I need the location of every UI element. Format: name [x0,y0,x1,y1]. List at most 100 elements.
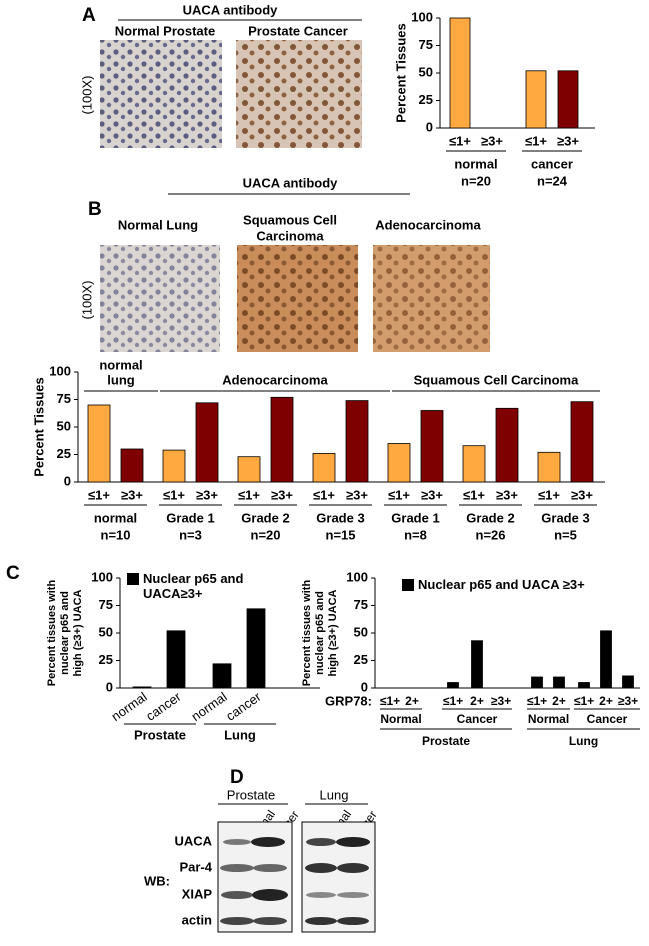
y-axis-title: Percent tissues with [301,580,313,687]
magnification: (100X) [79,75,94,114]
bar [166,630,186,689]
bar [237,456,261,483]
x-tick-label: 2+ [552,694,566,708]
magnification: (100X) [79,280,94,319]
y-tick-label: 0 [426,119,433,134]
panel-label: C [6,563,20,584]
tissue-label: Prostate [227,787,275,802]
x-tick-label: ≥3+ [481,133,503,148]
y-axis-title: high (≥3+) UACA [327,589,339,676]
y-tick-label: 75 [419,37,433,52]
group-n: n=20 [461,173,491,188]
x-tick-label: ≥3+ [196,487,218,502]
x-tick-label: normal [189,689,230,724]
bar [600,630,612,689]
x-tick-label: ≤1+ [313,487,335,502]
bar [471,640,483,689]
legend: Nuclear p65 and UACA ≥3+ [418,577,585,592]
x-tick-label: ≥3+ [121,487,143,502]
x-tick-label: normal [109,689,150,724]
image-caption: Squamous Cell [243,212,337,227]
x-tick-label: ≤1+ [449,133,471,148]
bar [162,449,186,483]
y-axis-title: nuclear p65 and [59,591,71,675]
y-tick-label: 75 [354,597,368,612]
header-label: normal [99,357,142,372]
image-caption: Normal Prostate [115,23,215,38]
y-tick-label: 0 [64,473,71,488]
image-caption: Adenocarcinoma [375,217,481,232]
x-tick-label: cancer [143,689,184,724]
bar [495,407,519,483]
y-tick-label: 0 [106,679,113,694]
group-label: Lung [224,727,256,742]
bar [449,17,471,129]
y-tick-label: 25 [419,92,433,107]
y-tick-label: 50 [99,624,113,639]
group-n: n=10 [101,527,131,542]
group-n: n=20 [251,527,281,542]
legend: Nuclear p65 and UACA≥3+ [143,571,243,601]
x-tick-label: ≤1+ [525,133,547,148]
micrograph [373,245,490,352]
antibody-label: UACA antibody [183,2,279,17]
group-label: Grade 1 [391,510,439,525]
header-label: Adenocarcinoma [222,372,328,387]
tissue-label: Lung [320,787,349,802]
group-n: n=5 [554,527,577,542]
group-n: n=3 [179,527,202,542]
bar [447,682,459,689]
x-tick-label: ≥3+ [496,487,518,502]
legend-swatch [402,579,414,591]
group-label: normal [94,510,137,525]
x-tick-label: ≤1+ [463,487,485,502]
legend-label: Nuclear p65 and UACA ≥3+ [418,577,585,592]
group-label: normal [454,156,497,171]
bar [570,401,594,483]
y-tick-label: 25 [57,446,71,461]
image-caption: Normal Lung [118,217,198,232]
protein-label: UACA [174,833,212,848]
y-tick-label: 100 [346,569,368,584]
bar [557,70,579,129]
group-label: Prostate [134,727,186,742]
blot [217,821,293,933]
micrograph [237,245,358,352]
panel-label: D [230,767,244,788]
bar [212,663,232,689]
bar [420,410,444,483]
y-tick-label: 100 [411,9,433,24]
y-tick-label: 25 [354,652,368,667]
bar [537,451,561,483]
y-axis-title: Percent Tissues [393,23,408,122]
y-tick-label: 50 [57,418,71,433]
bar [525,70,547,129]
group-n: n=26 [476,527,506,542]
x-prefix: GRP78: [325,693,372,708]
group-n: n=8 [404,527,427,542]
x-tick-label: ≤1+ [380,694,400,708]
x-tick-label: ≤1+ [88,487,110,502]
group-label: Lung [569,734,598,748]
header-label: Squamous Cell Carcinoma [414,372,579,387]
y-axis-title: high (≥3+) UACA [72,589,84,676]
y-axis-title: Percent tissues with [46,580,58,687]
x-tick-label: ≤1+ [538,487,560,502]
bar [120,448,144,483]
x-tick-label: ≥3+ [618,694,638,708]
y-tick-label: 100 [91,569,113,584]
header-label: lung [107,372,134,387]
y-tick-label: 100 [49,363,71,378]
micrograph [236,40,362,148]
x-tick-label: ≥3+ [491,694,511,708]
group-n: n=24 [537,173,568,188]
bar [345,400,369,483]
y-tick-label: 50 [419,64,433,79]
antibody-label: UACA antibody [243,175,339,190]
x-tick-label: cancer [223,689,264,724]
image-caption: Carcinoma [256,228,324,243]
x-tick-label: ≤1+ [443,694,463,708]
panel-label: A [82,5,96,26]
bar [87,404,111,483]
